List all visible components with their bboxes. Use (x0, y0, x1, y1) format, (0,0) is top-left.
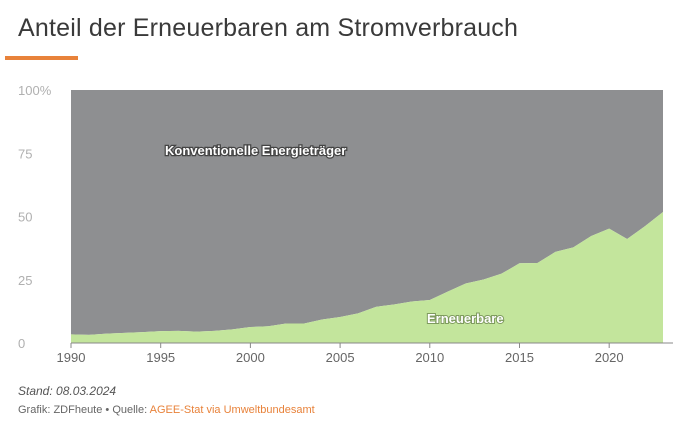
x-axis: 1990 1995 2000 2005 2010 2015 2020 (57, 342, 673, 365)
chart-areas (71, 90, 663, 343)
chart-title: Anteil der Erneuerbaren am Stromverbrauc… (18, 14, 519, 42)
source-link[interactable]: AGEE-Stat via Umweltbundesamt (149, 404, 315, 416)
x-tick-label: 2020 (595, 350, 624, 365)
y-tick-label: 75 (18, 146, 32, 161)
x-tick-label: 2000 (236, 350, 265, 365)
label-conventional: Konventionelle Energieträger (165, 143, 346, 158)
title-accent-rule (5, 56, 78, 60)
area-chart: 0 25 50 75 100% 1990 1995 2000 2005 2010 2015 2020… (18, 83, 673, 365)
area-conventional (71, 90, 663, 335)
area-renewables (71, 211, 663, 343)
label-renewables: Erneuerbare (427, 311, 504, 326)
source-note: Grafik: ZDFheute • Quelle: AGEE-Stat via… (18, 404, 315, 416)
x-tick-label: 1990 (57, 350, 86, 365)
y-axis: 0 25 50 75 100% (18, 83, 52, 351)
x-tick-label: 2015 (505, 350, 534, 365)
y-tick-label: 100% (18, 83, 52, 98)
y-tick-label: 0 (18, 336, 25, 351)
date-note: Stand: 08.03.2024 (18, 384, 117, 398)
x-tick-label: 2010 (415, 350, 444, 365)
y-tick-label: 25 (18, 273, 32, 288)
x-tick-label: 1995 (146, 350, 175, 365)
y-tick-label: 50 (18, 210, 32, 225)
source-prefix: Grafik: ZDFheute • Quelle: (18, 404, 150, 416)
series-labels: Konventionelle Energieträger Erneuerbare (164, 142, 505, 327)
x-tick-label: 2005 (326, 350, 355, 365)
